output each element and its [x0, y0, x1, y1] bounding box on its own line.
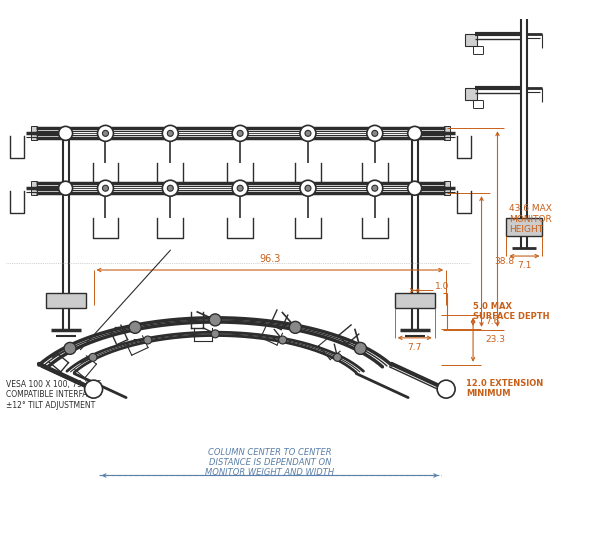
Circle shape [162, 180, 178, 196]
Text: 23.3: 23.3 [485, 335, 505, 344]
Circle shape [372, 130, 378, 136]
Text: VESA 100 X 100, 75 X 75
COMPATIBLE INTERFACE
±12° TILT ADJUSTMENT: VESA 100 X 100, 75 X 75 COMPATIBLE INTER… [6, 380, 101, 409]
Circle shape [103, 185, 109, 191]
Circle shape [89, 353, 97, 361]
Circle shape [162, 125, 178, 141]
Circle shape [84, 380, 103, 398]
Text: 1.0: 1.0 [435, 282, 449, 291]
Circle shape [97, 125, 113, 141]
Text: 5.0 MAX
SURFACE DEPTH: 5.0 MAX SURFACE DEPTH [473, 302, 549, 321]
Circle shape [129, 321, 141, 333]
Bar [464, 88, 477, 100]
Circle shape [209, 314, 221, 326]
Bar [31, 127, 37, 140]
Circle shape [300, 180, 316, 196]
Circle shape [103, 130, 109, 136]
Bar [444, 127, 450, 140]
Circle shape [333, 353, 342, 361]
Circle shape [408, 127, 422, 140]
Circle shape [305, 185, 311, 191]
Bar [444, 181, 450, 195]
Circle shape [372, 185, 378, 191]
Bar [45, 293, 86, 308]
Circle shape [144, 336, 152, 344]
Text: COLUMN CENTER TO CENTER
DISTANCE IS DEPENDANT ON
MONITOR WEIGHT AND WIDTH: COLUMN CENTER TO CENTER DISTANCE IS DEPE… [205, 448, 335, 477]
Text: 7.7: 7.7 [408, 343, 422, 352]
Circle shape [355, 342, 366, 355]
Circle shape [367, 180, 383, 196]
Circle shape [237, 185, 243, 191]
Text: 96.3: 96.3 [259, 254, 280, 264]
Circle shape [64, 342, 76, 355]
Bar [31, 181, 37, 195]
Circle shape [58, 181, 73, 195]
Circle shape [437, 380, 455, 398]
Text: 7.6: 7.6 [485, 317, 499, 327]
Text: 43.6 MAX
MONITOR
HEIGHT: 43.6 MAX MONITOR HEIGHT [509, 204, 552, 234]
Circle shape [367, 125, 383, 141]
Circle shape [408, 181, 422, 195]
Circle shape [300, 125, 316, 141]
Text: 7.1: 7.1 [517, 261, 532, 270]
Circle shape [232, 125, 248, 141]
Bar [395, 293, 435, 308]
Text: 12.0 EXTENSION
MINIMUM: 12.0 EXTENSION MINIMUM [466, 379, 543, 398]
Text: 38.8: 38.8 [494, 257, 514, 266]
Bar [506, 218, 542, 236]
Bar [464, 33, 477, 45]
Circle shape [289, 321, 301, 333]
Circle shape [97, 180, 113, 196]
Circle shape [237, 130, 243, 136]
Circle shape [232, 180, 248, 196]
Circle shape [168, 185, 173, 191]
Circle shape [58, 127, 73, 140]
Circle shape [278, 336, 287, 344]
Circle shape [305, 130, 311, 136]
Circle shape [211, 330, 219, 338]
Circle shape [168, 130, 173, 136]
